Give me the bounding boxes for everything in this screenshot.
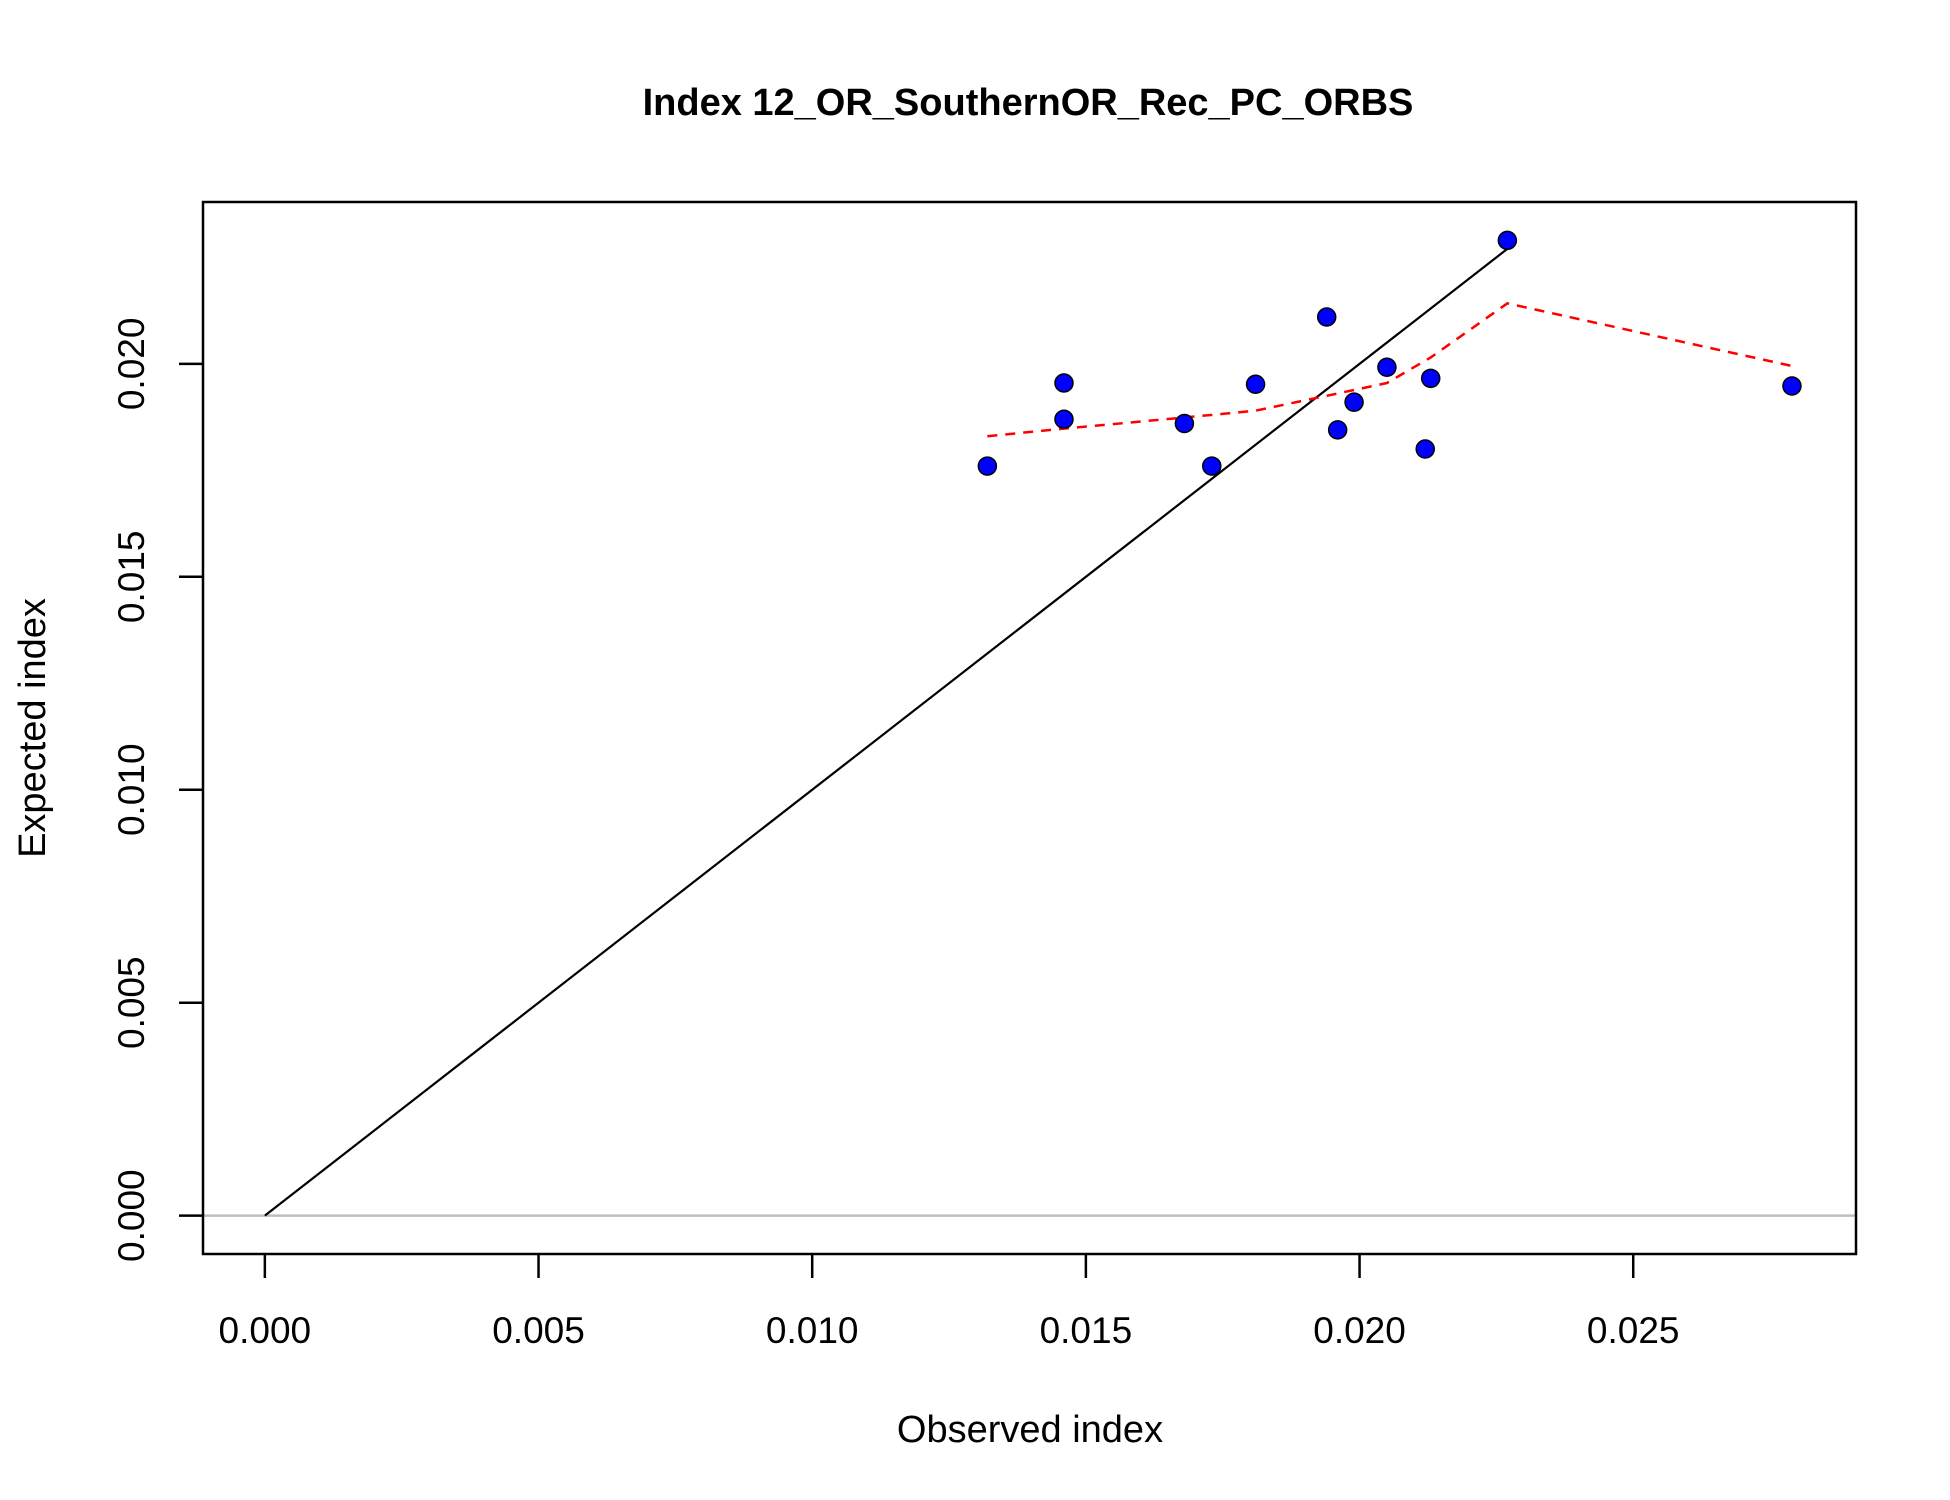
data-point xyxy=(1415,439,1435,459)
smoother-line xyxy=(987,302,1793,438)
x-tick-label: 0.000 xyxy=(219,1310,312,1351)
data-point xyxy=(1420,368,1441,389)
chart-title: Index 12_OR_SouthernOR_Rec_PC_ORBS xyxy=(643,82,1414,124)
x-axis-label: Observed index xyxy=(897,1409,1163,1451)
x-tick-label: 0.010 xyxy=(766,1310,859,1351)
x-tick-label: 0.015 xyxy=(1040,1310,1133,1351)
x-tick-label: 0.025 xyxy=(1587,1310,1680,1351)
data-point xyxy=(1497,230,1518,251)
x-tick-label: 0.005 xyxy=(492,1310,585,1351)
data-point xyxy=(1327,420,1348,440)
plot-area: 0.000 0.005 0.010 0.015 0.020 0.025 0.000 0.005… xyxy=(111,230,1856,1351)
data-point xyxy=(1202,456,1222,476)
data-point xyxy=(1245,374,1266,395)
y-tick-label: 0.000 xyxy=(111,1169,152,1262)
y-tick-label: 0.020 xyxy=(111,318,152,411)
y-tick-label: 0.010 xyxy=(111,743,152,836)
plot-frame xyxy=(201,200,1858,1256)
identity-line xyxy=(264,243,1514,1217)
data-point xyxy=(1316,307,1337,327)
data-point xyxy=(1054,373,1074,393)
y-tick-label: 0.005 xyxy=(111,956,152,1049)
data-point xyxy=(1344,392,1364,412)
x-tick-label: 0.020 xyxy=(1313,1310,1406,1351)
y-axis-label: Expected index xyxy=(12,598,54,858)
data-point xyxy=(1174,413,1195,434)
data-point xyxy=(1054,409,1074,429)
y-tick-label: 0.015 xyxy=(111,531,152,624)
data-point xyxy=(1782,376,1802,396)
data-point xyxy=(1377,357,1397,378)
data-point xyxy=(977,456,998,476)
